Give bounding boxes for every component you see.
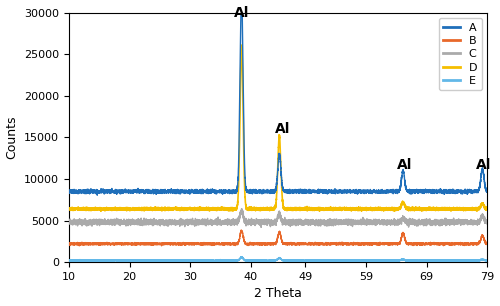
D [376,207,382,211]
B [158,244,164,248]
Line: D: D [69,45,488,211]
C [484,220,490,223]
D [398,203,404,207]
A [87,189,93,193]
E [66,259,72,262]
D [87,206,93,210]
E [218,259,224,263]
Text: Al: Al [397,158,412,172]
A [332,189,338,193]
D [218,208,224,211]
E [238,255,244,259]
C [87,219,93,223]
A [66,189,72,193]
D [66,207,72,211]
C [376,219,382,222]
A [398,177,404,181]
A [218,190,224,194]
B [314,242,320,246]
D [314,207,320,211]
Text: Al: Al [476,158,492,172]
Legend: A, B, C, D, E: A, B, C, D, E [439,18,482,90]
C [332,220,338,224]
E [332,259,338,263]
X-axis label: 2 Theta: 2 Theta [254,287,302,300]
D [484,207,490,210]
Line: A: A [69,0,488,195]
C [66,219,72,223]
D [332,207,338,211]
E [464,259,470,263]
A [484,189,490,193]
Text: Al: Al [274,122,290,136]
E [398,259,404,262]
B [238,228,244,232]
B [87,242,93,245]
B [398,236,404,240]
B [66,242,72,246]
Line: E: E [69,257,488,261]
E [484,258,490,262]
Y-axis label: Counts: Counts [6,116,18,159]
E [376,259,382,263]
B [218,242,224,246]
B [376,242,382,246]
Line: B: B [69,230,488,246]
D [392,209,398,213]
A [94,193,100,197]
C [314,221,320,224]
Line: C: C [69,209,488,227]
A [314,190,320,194]
C [398,216,404,220]
A [376,189,382,192]
Text: Al: Al [234,6,250,20]
C [218,219,224,222]
C [258,226,264,229]
B [332,242,338,246]
B [484,242,490,245]
C [238,207,244,211]
E [87,259,93,262]
E [314,259,320,262]
D [238,43,244,47]
